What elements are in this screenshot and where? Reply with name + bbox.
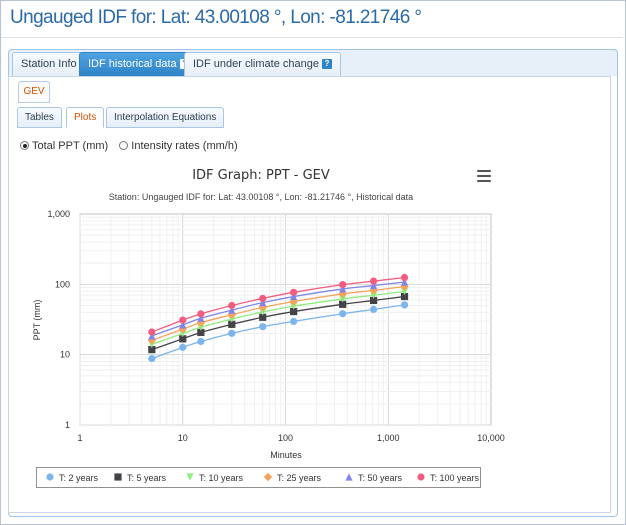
tab-idf-historical-data[interactable]: IDF historical data? xyxy=(79,52,199,76)
legend-label: T: 10 years xyxy=(199,473,244,483)
legend-item[interactable]: T: 5 years xyxy=(113,472,166,483)
help-icon[interactable]: ? xyxy=(321,59,332,70)
radio-intensity-rates[interactable] xyxy=(119,141,129,150)
tab-label: IDF historical data xyxy=(88,58,177,70)
title-bar: Ungauged IDF for: Lat: 43.00108 °, Lon: … xyxy=(1,1,623,38)
tab-label: Interpolation Equations xyxy=(114,112,217,123)
legend-marker-icon xyxy=(46,473,54,481)
legend-marker-icon xyxy=(417,473,425,481)
units-radio-group: Total PPT (mm) Intensity rates (mm/h) xyxy=(20,140,246,152)
tab-tables[interactable]: Tables xyxy=(17,107,62,128)
legend-marker[interactable] xyxy=(263,472,273,482)
tab-interpolation-equations[interactable]: Interpolation Equations xyxy=(106,107,225,128)
legend-label: T: 2 years xyxy=(59,473,99,483)
legend-label: T: 100 years xyxy=(430,473,480,483)
tab-station-info[interactable]: Station Info xyxy=(12,52,86,76)
tab-plots[interactable]: Plots xyxy=(66,107,105,128)
radio-total-ppt[interactable] xyxy=(20,141,29,150)
chart-container: IDF Graph: PPT - GEV Station: Ungauged I… xyxy=(22,160,500,492)
legend-marker[interactable] xyxy=(46,473,54,481)
page-title: Ungauged IDF for: Lat: 43.00108 °, Lon: … xyxy=(10,7,422,28)
menu-icon[interactable] xyxy=(477,170,491,182)
tab-label: Station Info xyxy=(21,58,77,70)
radio-label: Intensity rates (mm/h) xyxy=(131,140,238,152)
legend-marker[interactable] xyxy=(417,473,425,481)
legend-item[interactable]: T: 100 years xyxy=(416,472,479,483)
legend-marker-icon xyxy=(263,472,273,482)
tab-gev[interactable]: GEV xyxy=(18,81,50,103)
chart-subtitle: Station: Ungauged IDF for: Lat: 43.00108… xyxy=(108,192,414,202)
legend-item[interactable]: T: 50 years xyxy=(344,472,402,483)
legend-label: T: 50 years xyxy=(358,473,403,483)
tab-label: IDF under climate change xyxy=(193,58,319,70)
legend-label: T: 5 years xyxy=(127,473,167,483)
legend-item[interactable]: T: 2 years xyxy=(45,472,98,483)
legend-marker[interactable] xyxy=(345,473,353,481)
legend-item[interactable]: T: 10 years xyxy=(185,472,243,483)
tab-idf-climate-change[interactable]: IDF under climate change? xyxy=(184,52,341,76)
chart-legend: T: 2 years T: 5 years T: 10 years T: 25 yea… xyxy=(36,467,481,488)
chart-title: IDF Graph: PPT - GEV xyxy=(192,168,330,183)
legend-marker-icon xyxy=(345,473,353,481)
tab-label: Tables xyxy=(25,112,54,123)
legend-marker-icon xyxy=(186,473,194,481)
tab-label: Plots xyxy=(74,112,97,123)
legend-marker[interactable] xyxy=(114,473,122,481)
legend-item[interactable]: T: 25 years xyxy=(263,472,321,483)
legend-marker[interactable] xyxy=(186,473,194,481)
legend-label: T: 25 years xyxy=(277,473,322,483)
legend-marker-icon xyxy=(114,473,122,481)
radio-label: Total PPT (mm) xyxy=(32,140,109,152)
